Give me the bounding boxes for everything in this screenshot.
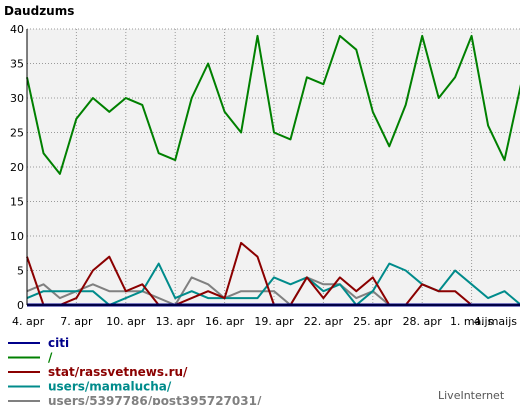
x-tick-label: 4. apr	[12, 315, 45, 328]
x-tick-label: 16. apr	[205, 315, 245, 328]
legend-label: /	[48, 351, 53, 365]
x-tick-label: 4. maijs	[474, 315, 518, 328]
y-tick-label: 5	[17, 265, 24, 278]
y-tick-label: 35	[10, 58, 24, 71]
y-tick-label: 25	[10, 127, 24, 140]
y-tick-label: 10	[10, 230, 24, 243]
legend-label: users/mamalucha/	[48, 380, 172, 394]
legend-label: citi	[48, 336, 69, 350]
x-tick-label: 28. apr	[403, 315, 443, 328]
legend: citi/stat/rassvetnews.ru/users/mamalucha…	[8, 336, 262, 405]
x-tick-label: 13. apr	[156, 315, 196, 328]
x-tick-label: 22. apr	[304, 315, 344, 328]
x-tick-label: 10. apr	[106, 315, 146, 328]
legend-label: users/5397786/post395727031/	[48, 394, 262, 405]
series-line	[26, 34, 520, 175]
y-tick-label: 0	[17, 299, 24, 312]
legend-label: stat/rassvetnews.ru/	[48, 365, 188, 379]
y-tick-label: 15	[10, 196, 24, 209]
y-tick-label: 40	[10, 23, 24, 36]
x-tick-label: 1. maijs	[450, 315, 494, 328]
y-tick-label: 20	[10, 161, 24, 174]
y-axis: 0 5 10 15 20 25 30 35 40	[10, 23, 24, 312]
y-tick-label: 30	[10, 92, 24, 105]
x-tick-label: 25. apr	[353, 315, 393, 328]
chart-title: Daudzums	[4, 4, 74, 18]
grid	[27, 28, 520, 305]
x-tick-label: 19. apr	[254, 315, 294, 328]
liveinternet-brand: LiveInternet	[438, 389, 505, 402]
x-tick-label: 7. apr	[60, 315, 93, 328]
x-axis: 4. apr 7. apr 10. apr 13. apr 16. apr 19. apr…	[12, 315, 517, 328]
